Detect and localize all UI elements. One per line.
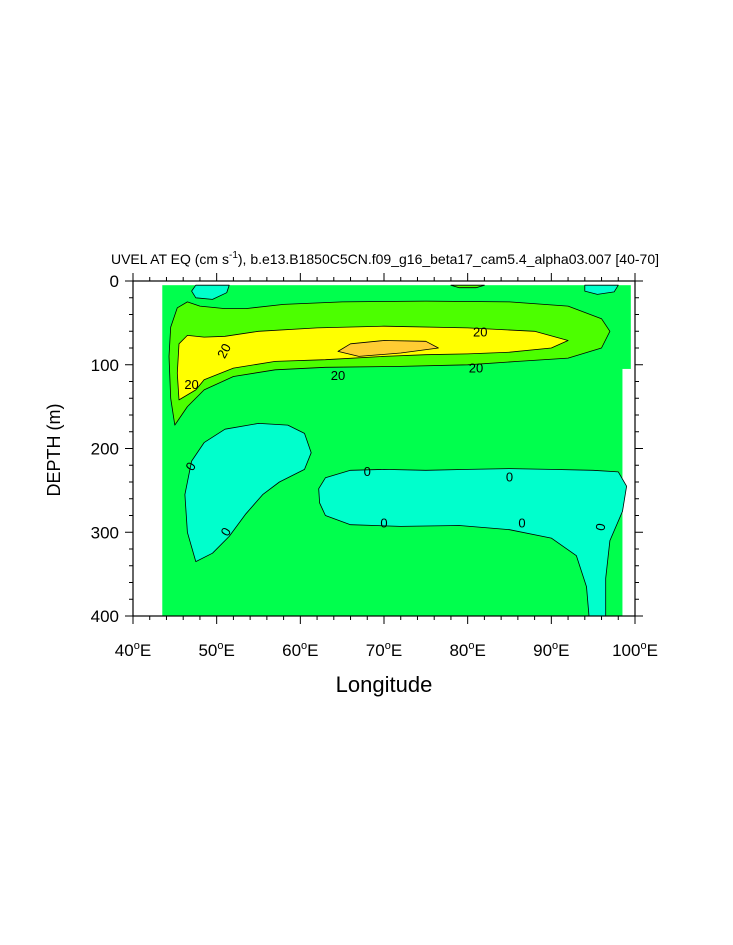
missing-data-edge bbox=[622, 368, 632, 616]
x-tick-label: 50oE bbox=[198, 640, 234, 660]
x-tick-label: 40oE bbox=[115, 640, 151, 660]
y-tick-label: 0 bbox=[110, 272, 119, 291]
contour-fills bbox=[162, 284, 632, 617]
contour-label: 0 bbox=[592, 522, 608, 532]
contour-region-eastward-surface-sliver bbox=[450, 284, 485, 289]
contour-region-westward-surface-east bbox=[584, 284, 619, 295]
y-tick-label: 100 bbox=[91, 356, 119, 375]
contour-label: 20 bbox=[469, 360, 483, 375]
y-tick-label: 300 bbox=[91, 523, 119, 542]
x-axis-label: Longitude bbox=[336, 672, 433, 697]
contour-region-westward-deep-east bbox=[318, 468, 627, 617]
title-suffix: ), b.e13.B1850C5CN.f09_g16_beta17_cam5.4… bbox=[238, 251, 659, 267]
y-tick-label: 400 bbox=[91, 607, 119, 626]
contour-region-eastward-band-40 bbox=[176, 325, 569, 401]
y-axis-label: DEPTH (m) bbox=[44, 404, 64, 497]
contour-label: 20 bbox=[214, 341, 234, 361]
contour-label: 20 bbox=[473, 324, 487, 339]
title-prefix: UVEL AT EQ (cm s bbox=[111, 251, 229, 267]
contour-label: 0 bbox=[506, 469, 513, 484]
contour-label: 20 bbox=[184, 377, 198, 392]
contour-label: 0 bbox=[364, 464, 371, 479]
x-tick-label: 70oE bbox=[366, 640, 402, 660]
contour-label: 0 bbox=[518, 515, 525, 530]
title-superscript: -1 bbox=[229, 250, 238, 261]
x-tick-label: 60oE bbox=[282, 640, 318, 660]
x-tick-label: 100oE bbox=[612, 640, 658, 660]
contour-region-eastward-core-60 bbox=[337, 340, 439, 357]
plot-title: UVEL AT EQ (cm s-1), b.e13.B1850C5CN.f09… bbox=[111, 250, 659, 267]
contour-region-westward-deep-west bbox=[184, 422, 312, 562]
contour-region-westward-surface-west bbox=[191, 284, 230, 300]
x-tick-label: 90oE bbox=[533, 640, 569, 660]
y-tick-label: 200 bbox=[91, 440, 119, 459]
contour-label: 0 bbox=[380, 515, 387, 530]
x-tick-label: 80oE bbox=[449, 640, 485, 660]
x-axis-ticks: 40oE 50oE 60oE 70oE 80oE 90oE 100oE bbox=[115, 273, 658, 660]
contour-label: 20 bbox=[331, 368, 345, 383]
